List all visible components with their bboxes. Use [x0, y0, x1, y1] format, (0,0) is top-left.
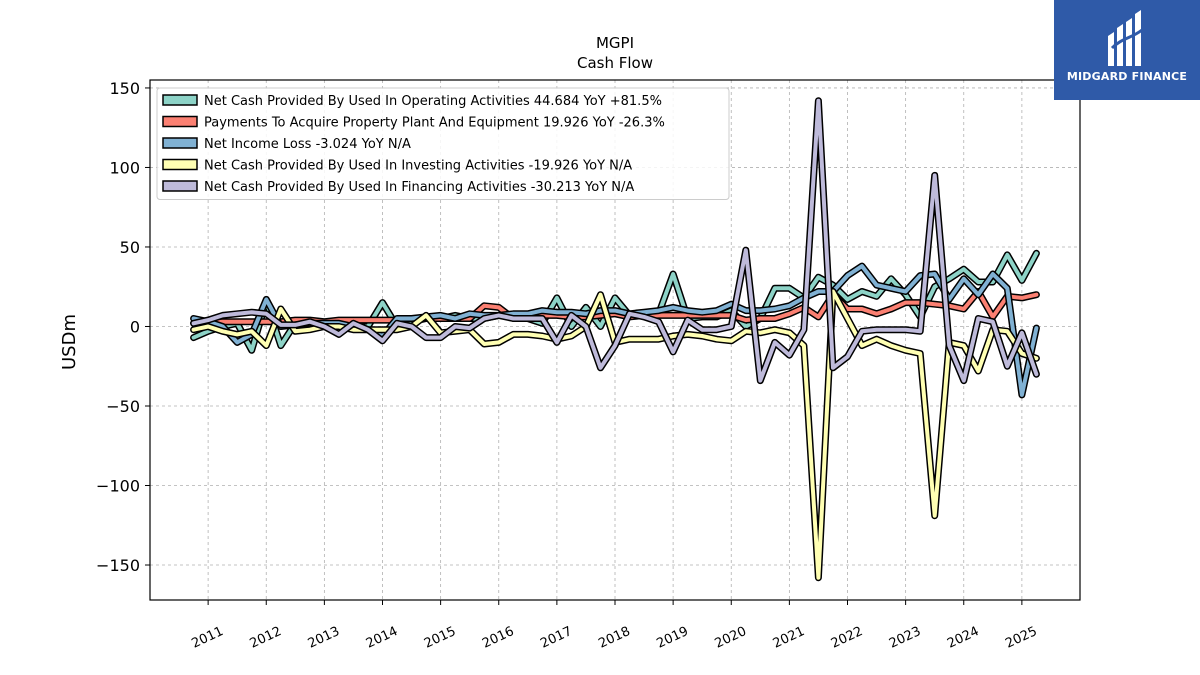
y-tick-label: 100 — [109, 158, 140, 177]
legend-label: Payments To Acquire Property Plant And E… — [204, 116, 665, 131]
x-tick-label: 2013 — [306, 624, 342, 652]
legend-label: Net Cash Provided By Used In Operating A… — [204, 94, 662, 109]
series-layer — [190, 97, 1040, 582]
y-tick-label: 150 — [109, 79, 140, 98]
x-tick-label: 2023 — [887, 624, 923, 652]
y-tick-label: 50 — [120, 238, 140, 257]
y-tick-label: 0 — [130, 317, 140, 336]
x-tick-label: 2024 — [945, 624, 981, 652]
y-tick-label: −150 — [96, 556, 140, 575]
legend-label: Net Cash Provided By Used In Investing A… — [204, 159, 632, 174]
x-tick-label: 2017 — [538, 624, 574, 652]
x-axis-ticks: 2011 2012 2013 2014 2015 2016 2017 2018 2019 2020… — [189, 600, 1040, 652]
midgard-finance-logo: MIDGARD FINANCE — [1054, 0, 1200, 100]
legend-swatch — [162, 115, 198, 128]
legend-swatch — [162, 137, 198, 149]
x-tick-label: 2020 — [713, 624, 749, 652]
midgard-logo-icon — [1108, 10, 1143, 66]
x-tick-label: 2022 — [829, 624, 865, 652]
legend-swatch — [162, 180, 198, 192]
x-tick-label: 2015 — [422, 624, 458, 652]
x-tick-label: 2016 — [480, 624, 516, 652]
x-tick-label: 2021 — [771, 624, 807, 652]
x-tick-label: 2025 — [1003, 624, 1039, 652]
logo-text: MIDGARD FINANCE — [1066, 70, 1188, 83]
legend-box — [156, 87, 730, 200]
chart-subtitle: Cash Flow — [577, 54, 653, 72]
x-tick-label: 2012 — [248, 624, 284, 652]
y-tick-label: −50 — [106, 397, 140, 416]
legend-label: Net Cash Provided By Used In Financing A… — [204, 180, 634, 195]
y-axis-ticks: 150 100 50 0 −50 −100 −150 — [96, 79, 150, 575]
x-tick-label: 2014 — [364, 624, 400, 652]
x-tick-label: 2019 — [654, 624, 690, 652]
series-line — [191, 98, 1039, 383]
legend-swatch — [162, 158, 198, 171]
legend-swatch — [162, 94, 198, 106]
x-tick-label: 2018 — [596, 624, 632, 652]
x-tick-label: 2011 — [189, 624, 225, 652]
legend: Net Cash Provided By Used In Operating A… — [156, 87, 730, 200]
legend-label: Net Income Loss -3.024 YoY N/A — [204, 137, 411, 152]
series-5 — [190, 97, 1040, 385]
y-axis-label: USDm — [59, 314, 80, 370]
y-tick-label: −100 — [96, 477, 140, 496]
chart-title: MGPI — [596, 34, 634, 52]
